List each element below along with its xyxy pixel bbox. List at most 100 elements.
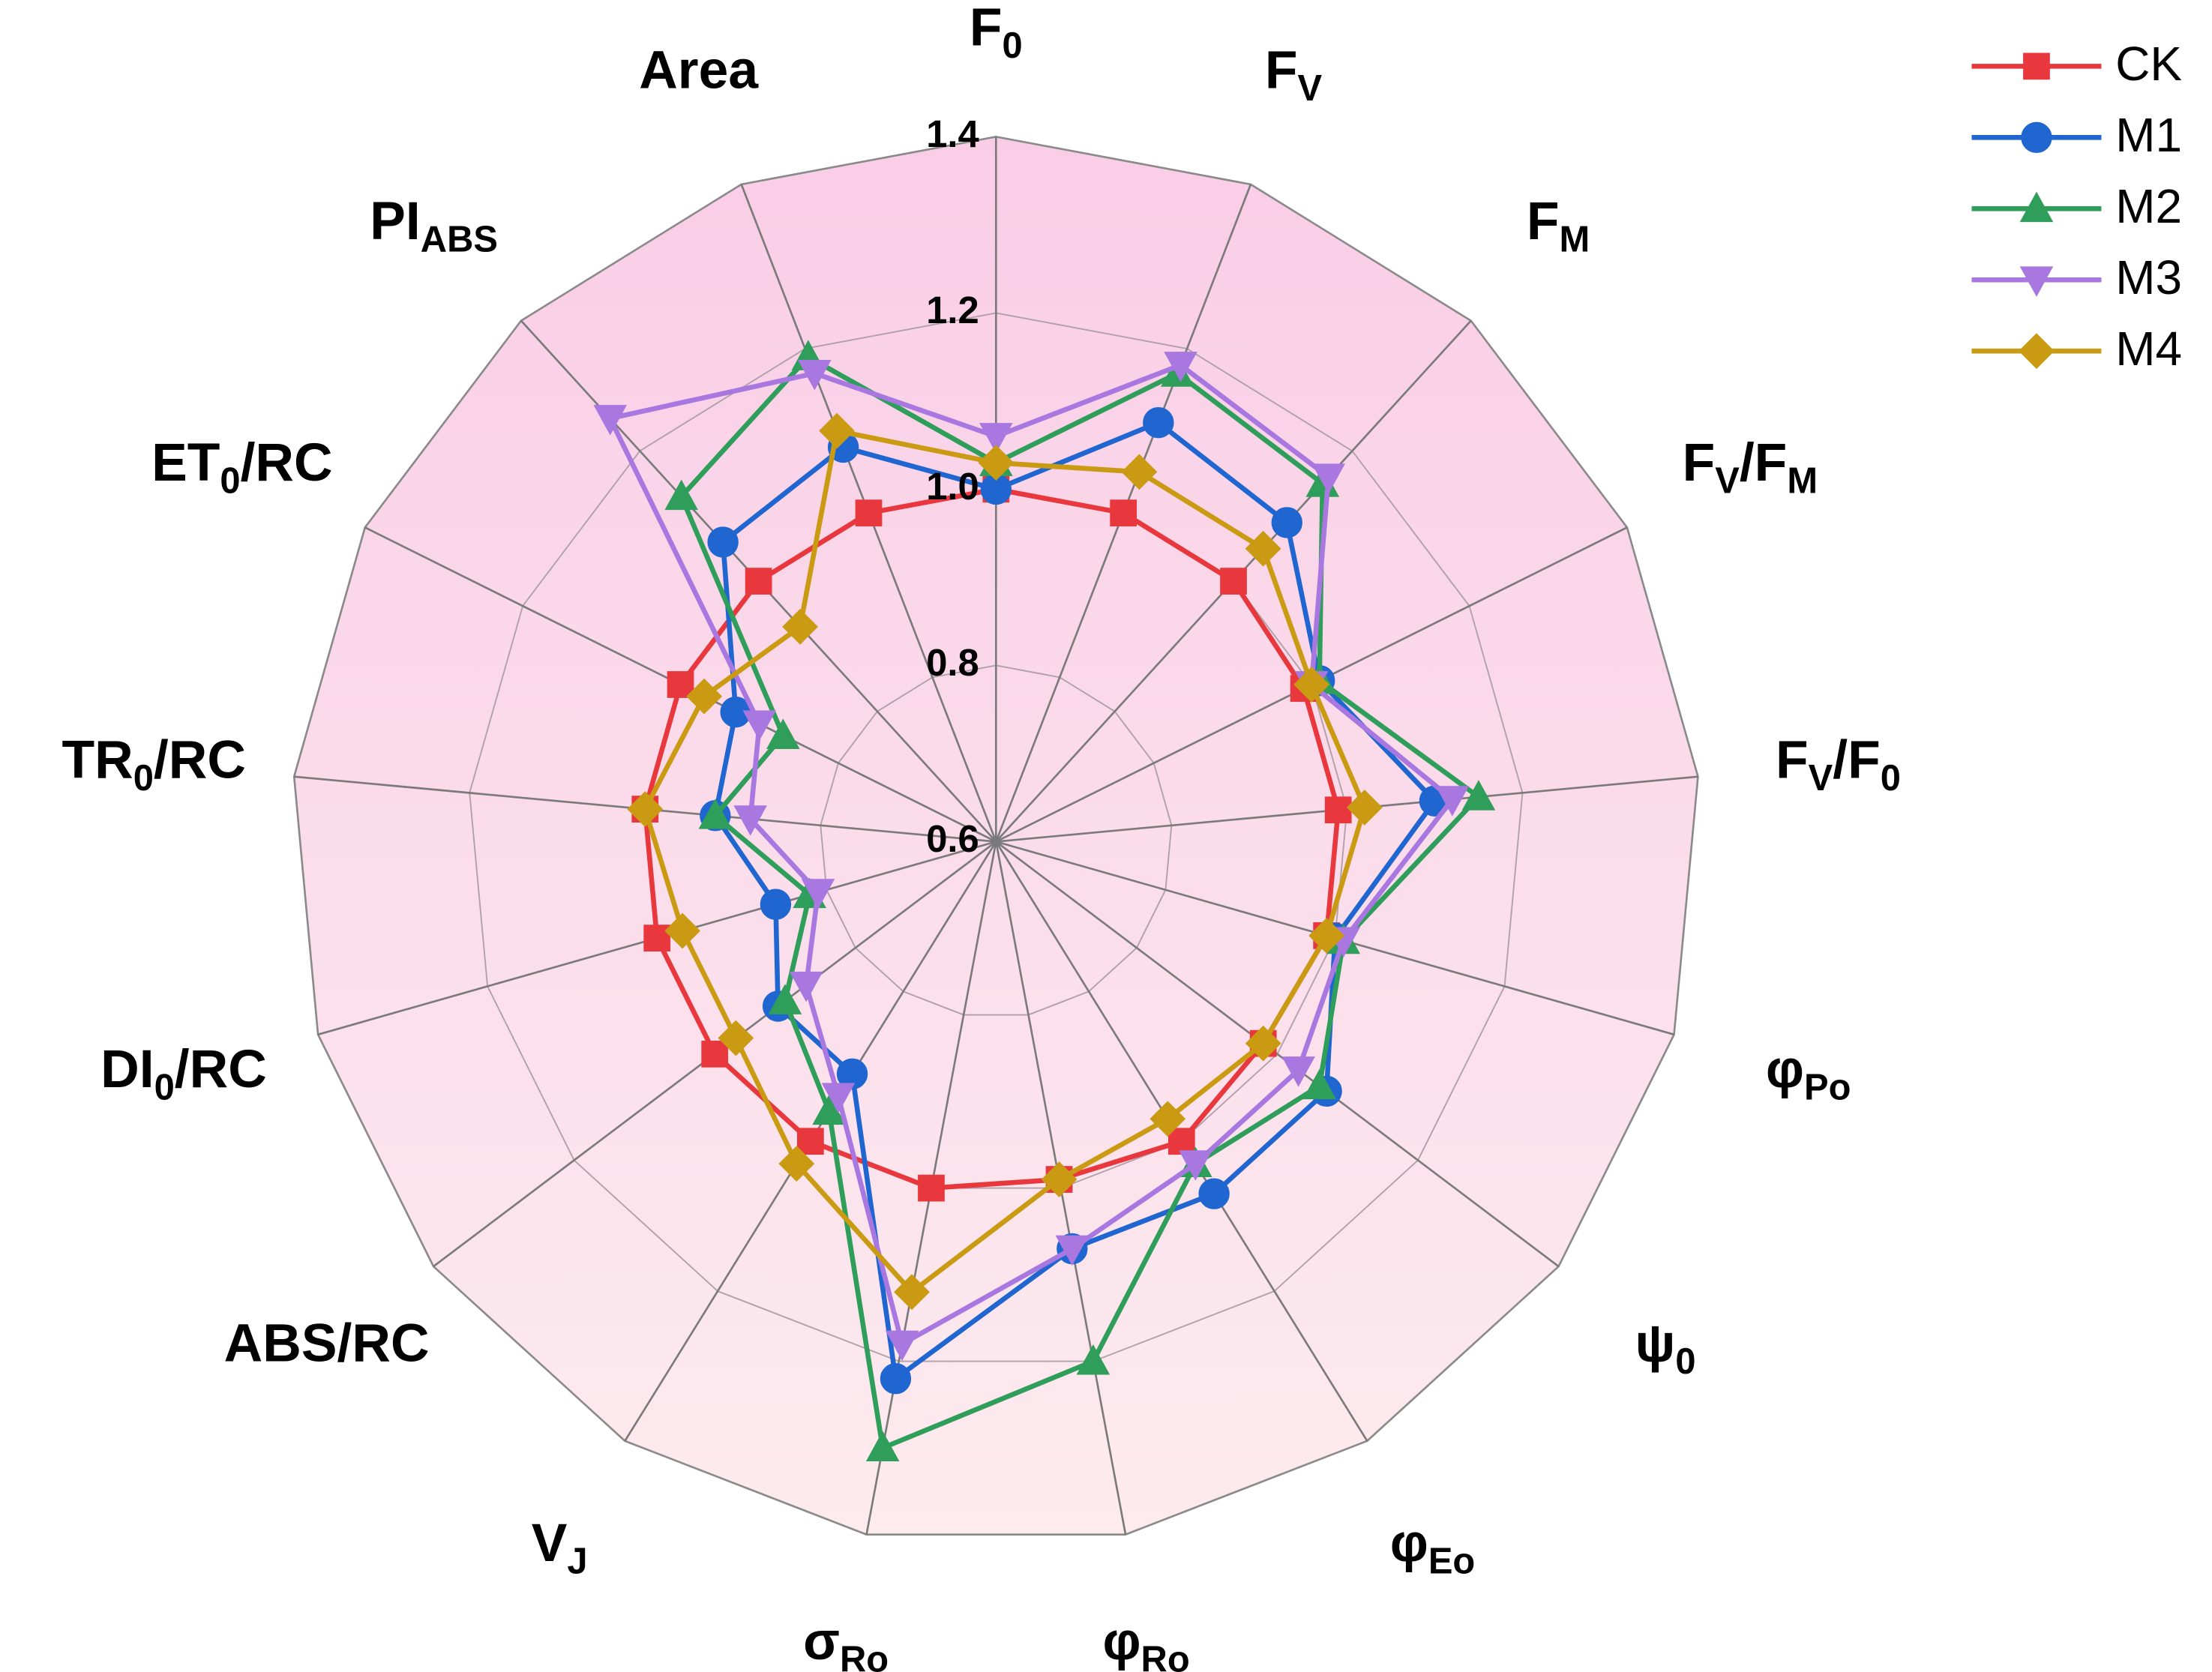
marker xyxy=(707,526,739,558)
category-label-part: /RC xyxy=(175,1039,267,1099)
series-line xyxy=(642,487,1341,1191)
marker xyxy=(667,671,694,698)
category-label: ABS/RC xyxy=(224,1314,430,1374)
category-label-part: F xyxy=(970,0,1003,57)
category-label-part: ABS/RC xyxy=(224,1314,430,1374)
marker xyxy=(855,499,883,527)
category-label-part: ABS xyxy=(421,220,498,260)
legend-label: M4 xyxy=(2115,322,2182,376)
category-label-part: V xyxy=(1298,68,1323,109)
category-label-part: φ xyxy=(1766,1039,1804,1099)
category-label: FM xyxy=(1527,191,1590,260)
tick-label: 0.8 xyxy=(926,641,979,684)
category-label-part: ψ xyxy=(1635,1314,1676,1374)
category-label-part: TR xyxy=(61,730,133,790)
category-label-part: F xyxy=(1683,433,1716,493)
category-label-part: /F xyxy=(1833,730,1880,790)
marker xyxy=(836,1058,868,1089)
marker xyxy=(801,879,835,909)
legend-label: M3 xyxy=(2115,250,2182,304)
marker xyxy=(1220,568,1247,595)
category-label-part: PI xyxy=(370,191,421,251)
marker xyxy=(918,1174,945,1202)
category-label-part: 0 xyxy=(1003,25,1023,66)
marker xyxy=(798,360,832,391)
category-label-part: /F xyxy=(1740,433,1787,493)
category-label-part: φ xyxy=(1102,1611,1140,1671)
marker xyxy=(766,718,800,749)
category-label-part: F xyxy=(1776,730,1809,790)
category-label-part: φ xyxy=(1390,1513,1428,1573)
category-label-part: 0 xyxy=(1675,1341,1695,1382)
category-label-part: /RC xyxy=(154,730,246,790)
marker xyxy=(664,479,699,511)
marker xyxy=(760,888,792,920)
marker xyxy=(978,445,1015,481)
marker xyxy=(643,924,671,952)
category-label-part: M xyxy=(1560,220,1590,260)
marker xyxy=(745,568,772,595)
legend-label: CK xyxy=(2115,37,2182,91)
marker xyxy=(894,1274,930,1311)
category-label: FV xyxy=(1265,40,1323,109)
grid-ring xyxy=(820,664,1173,1016)
category-label-part: F xyxy=(1265,40,1298,100)
marker xyxy=(1302,1068,1337,1100)
category-label-part: V xyxy=(532,1513,568,1573)
marker xyxy=(768,984,802,1014)
category-label-part: 0 xyxy=(220,460,240,501)
marker xyxy=(880,1363,912,1395)
category-label-part: /RC xyxy=(241,433,333,493)
series-line xyxy=(642,428,1368,1295)
category-label-part: 0 xyxy=(154,1067,175,1107)
category-label-part: Area xyxy=(639,40,759,100)
legend-marker xyxy=(2019,333,2055,370)
category-label: φRo xyxy=(1102,1611,1189,1672)
category-label: σRo xyxy=(803,1611,889,1672)
category-label: TR0/RC xyxy=(61,730,245,799)
marker xyxy=(1281,1056,1315,1087)
marker xyxy=(1271,507,1302,538)
legend-label: M2 xyxy=(2115,179,2182,233)
marker xyxy=(593,405,628,436)
category-label-part: 0 xyxy=(1881,758,1901,799)
marker xyxy=(627,791,664,828)
category-label-part: 0 xyxy=(133,758,154,799)
legend-marker xyxy=(2021,121,2052,154)
marker xyxy=(1110,499,1137,527)
marker xyxy=(1121,454,1158,490)
category-label-part: σ xyxy=(803,1611,840,1671)
category-label-part: M xyxy=(1787,460,1818,501)
marker xyxy=(819,412,855,449)
marker xyxy=(1179,1150,1212,1181)
tick-label: 1.4 xyxy=(926,112,979,155)
marker xyxy=(1164,352,1197,382)
legend-marker xyxy=(2019,266,2054,297)
marker xyxy=(865,1431,900,1461)
legend-label: M1 xyxy=(2115,108,2182,162)
marker xyxy=(1149,1101,1186,1137)
marker xyxy=(718,1020,754,1056)
marker xyxy=(1245,530,1281,567)
marker xyxy=(885,1330,919,1362)
marker xyxy=(1308,918,1345,954)
grid-ring xyxy=(469,312,1524,1362)
marker xyxy=(1055,1235,1090,1266)
marker xyxy=(1076,1344,1110,1375)
category-label-part: ET xyxy=(151,433,220,493)
category-label: FV/FM xyxy=(1683,433,1818,502)
marker xyxy=(1143,406,1174,439)
category-label-part: V xyxy=(1809,758,1833,799)
category-label: FV/F0 xyxy=(1776,730,1901,799)
category-label: φEo xyxy=(1390,1513,1476,1582)
legend-marker xyxy=(2023,52,2050,80)
category-label: ψ0 xyxy=(1635,1314,1696,1383)
marker xyxy=(742,710,777,742)
marker xyxy=(686,678,723,715)
category-label: φPo xyxy=(1766,1039,1851,1108)
marker xyxy=(797,1128,824,1155)
tick-label: 1.2 xyxy=(926,289,979,331)
marker xyxy=(821,1083,856,1113)
category-label: VJ xyxy=(532,1513,588,1582)
